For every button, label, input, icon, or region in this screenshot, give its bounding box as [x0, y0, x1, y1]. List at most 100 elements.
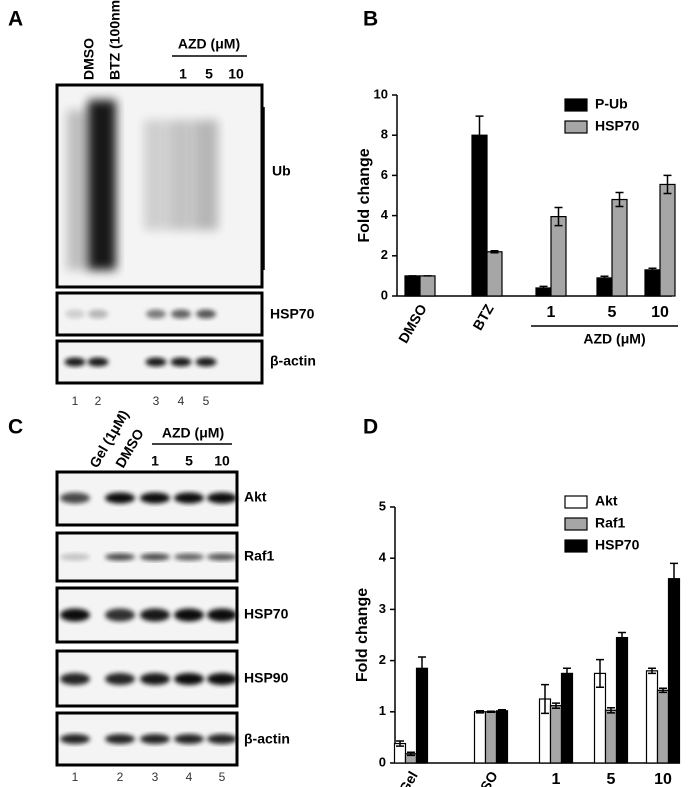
row-label: Akt [244, 489, 267, 505]
lane-label: 5 [185, 453, 193, 469]
y-tick-label: 2 [379, 652, 386, 667]
error-bar [663, 174, 672, 195]
x-tick-label: 10 [654, 771, 672, 787]
band [207, 673, 237, 685]
legend-label: Akt [595, 493, 618, 509]
lane-number: 5 [203, 394, 210, 408]
bar [471, 134, 488, 297]
legend-swatch [564, 495, 588, 509]
band [64, 357, 86, 367]
group-label: AZD (μM) [162, 425, 224, 441]
y-tick-label: 3 [379, 601, 386, 616]
x-tick-label: 1 [552, 771, 561, 787]
lane-number: 3 [152, 770, 159, 784]
error-bar [498, 709, 506, 713]
x-tick-label: 5 [608, 304, 617, 321]
lane-number: 4 [178, 394, 185, 408]
y-tick-label: 4 [379, 550, 387, 565]
band [140, 734, 170, 744]
smear [67, 110, 89, 270]
error-bar [490, 250, 499, 254]
legend-swatch [564, 517, 588, 531]
x-group-label: AZD (μM) [583, 331, 645, 347]
row-label: HSP70 [244, 606, 289, 622]
error-bar [541, 683, 549, 715]
lane-number: 1 [72, 394, 79, 408]
bar [659, 183, 676, 297]
y-tick-label: 4 [381, 207, 389, 222]
band [207, 553, 237, 561]
bar [484, 711, 498, 764]
band [105, 734, 135, 744]
error-bar [418, 656, 426, 681]
smear [144, 120, 168, 230]
band [65, 309, 85, 319]
panel-label: C [8, 416, 23, 439]
bar [473, 711, 487, 764]
legend-swatch [564, 120, 588, 134]
band [207, 608, 237, 622]
error-bar [563, 667, 571, 680]
band [207, 492, 237, 504]
bar [495, 710, 509, 764]
lane-number: 4 [186, 770, 193, 784]
band [87, 357, 109, 367]
y-tick-label: 0 [381, 287, 388, 302]
error-bar [552, 702, 560, 709]
band [171, 309, 191, 319]
error-bar [476, 710, 484, 714]
error-bar [554, 206, 563, 227]
band [105, 553, 135, 561]
band [88, 309, 108, 319]
x-tick-label: Gel [396, 768, 421, 787]
band [140, 608, 170, 622]
y-tick-label: 1 [379, 703, 386, 718]
row-label: Ub [272, 163, 291, 179]
error-bar [396, 740, 404, 747]
band [105, 608, 135, 622]
smear [194, 120, 218, 230]
blot-c: Gel (1μM) DMSO AZD (μM) 1 5 10 Akt Raf1 … [55, 407, 290, 784]
lane-number: 5 [219, 770, 226, 784]
y-tick-label: 0 [379, 754, 386, 769]
x-tick-label: 5 [607, 771, 616, 787]
bar [550, 216, 567, 297]
band [174, 673, 204, 685]
error-bar [596, 658, 604, 688]
lane-label: 1 [179, 66, 187, 82]
band [145, 357, 167, 367]
lane-number: 2 [95, 394, 102, 408]
bar [645, 670, 659, 764]
error-bar [487, 710, 495, 714]
band [60, 492, 90, 504]
error-bar [407, 751, 415, 757]
bar [656, 689, 670, 764]
error-bar [615, 191, 624, 208]
error-bar [648, 267, 657, 273]
bar [611, 198, 628, 297]
y-tick-label: 2 [381, 247, 388, 262]
smear [169, 120, 193, 230]
x-tick-label: DMSO [395, 301, 430, 345]
group-label: AZD (μM) [178, 36, 240, 52]
row-label: Raf1 [244, 548, 275, 564]
band [207, 734, 237, 744]
x-tick-label: 10 [651, 304, 669, 321]
bar [404, 275, 421, 297]
lane-number: 1 [72, 770, 79, 784]
band [60, 608, 90, 622]
bar [644, 269, 661, 297]
band [174, 734, 204, 744]
band [105, 673, 135, 685]
lane-label: 1 [151, 453, 159, 469]
bar [549, 705, 563, 764]
band [174, 608, 204, 622]
bar [615, 636, 629, 764]
y-axis-label: Fold change [354, 588, 371, 682]
y-tick-label: 6 [381, 167, 388, 182]
band [174, 553, 204, 561]
band [195, 357, 217, 367]
error-bar [600, 275, 609, 281]
panel-label: D [363, 416, 378, 439]
